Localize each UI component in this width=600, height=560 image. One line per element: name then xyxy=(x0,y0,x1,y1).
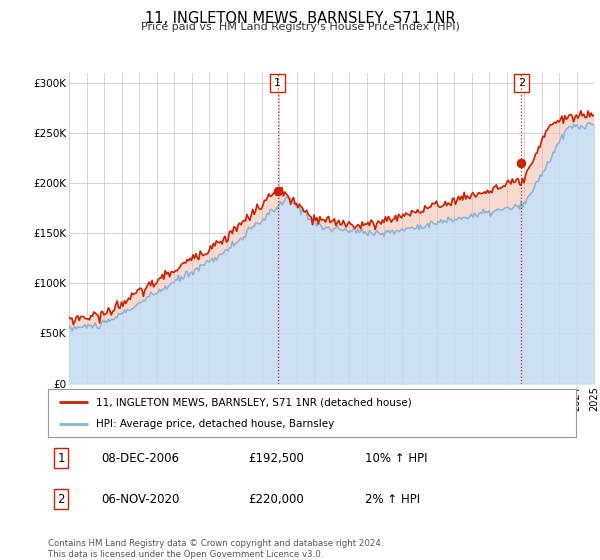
Point xyxy=(517,158,526,167)
Text: 11, INGLETON MEWS, BARNSLEY, S71 1NR (detached house): 11, INGLETON MEWS, BARNSLEY, S71 1NR (de… xyxy=(95,397,411,407)
Text: 06-NOV-2020: 06-NOV-2020 xyxy=(101,493,179,506)
Text: 2: 2 xyxy=(518,78,525,88)
Text: £192,500: £192,500 xyxy=(248,452,305,465)
Text: 11, INGLETON MEWS, BARNSLEY, S71 1NR: 11, INGLETON MEWS, BARNSLEY, S71 1NR xyxy=(145,11,455,26)
Text: 1: 1 xyxy=(58,452,65,465)
Text: £220,000: £220,000 xyxy=(248,493,304,506)
Text: HPI: Average price, detached house, Barnsley: HPI: Average price, detached house, Barn… xyxy=(95,419,334,429)
Text: 10% ↑ HPI: 10% ↑ HPI xyxy=(365,452,427,465)
Text: Price paid vs. HM Land Registry's House Price Index (HPI): Price paid vs. HM Land Registry's House … xyxy=(140,22,460,32)
Text: 2% ↑ HPI: 2% ↑ HPI xyxy=(365,493,420,506)
Point xyxy=(273,186,283,195)
Text: 1: 1 xyxy=(274,78,281,88)
Text: 2: 2 xyxy=(58,493,65,506)
Text: Contains HM Land Registry data © Crown copyright and database right 2024.
This d: Contains HM Land Registry data © Crown c… xyxy=(48,539,383,559)
Text: 08-DEC-2006: 08-DEC-2006 xyxy=(101,452,179,465)
